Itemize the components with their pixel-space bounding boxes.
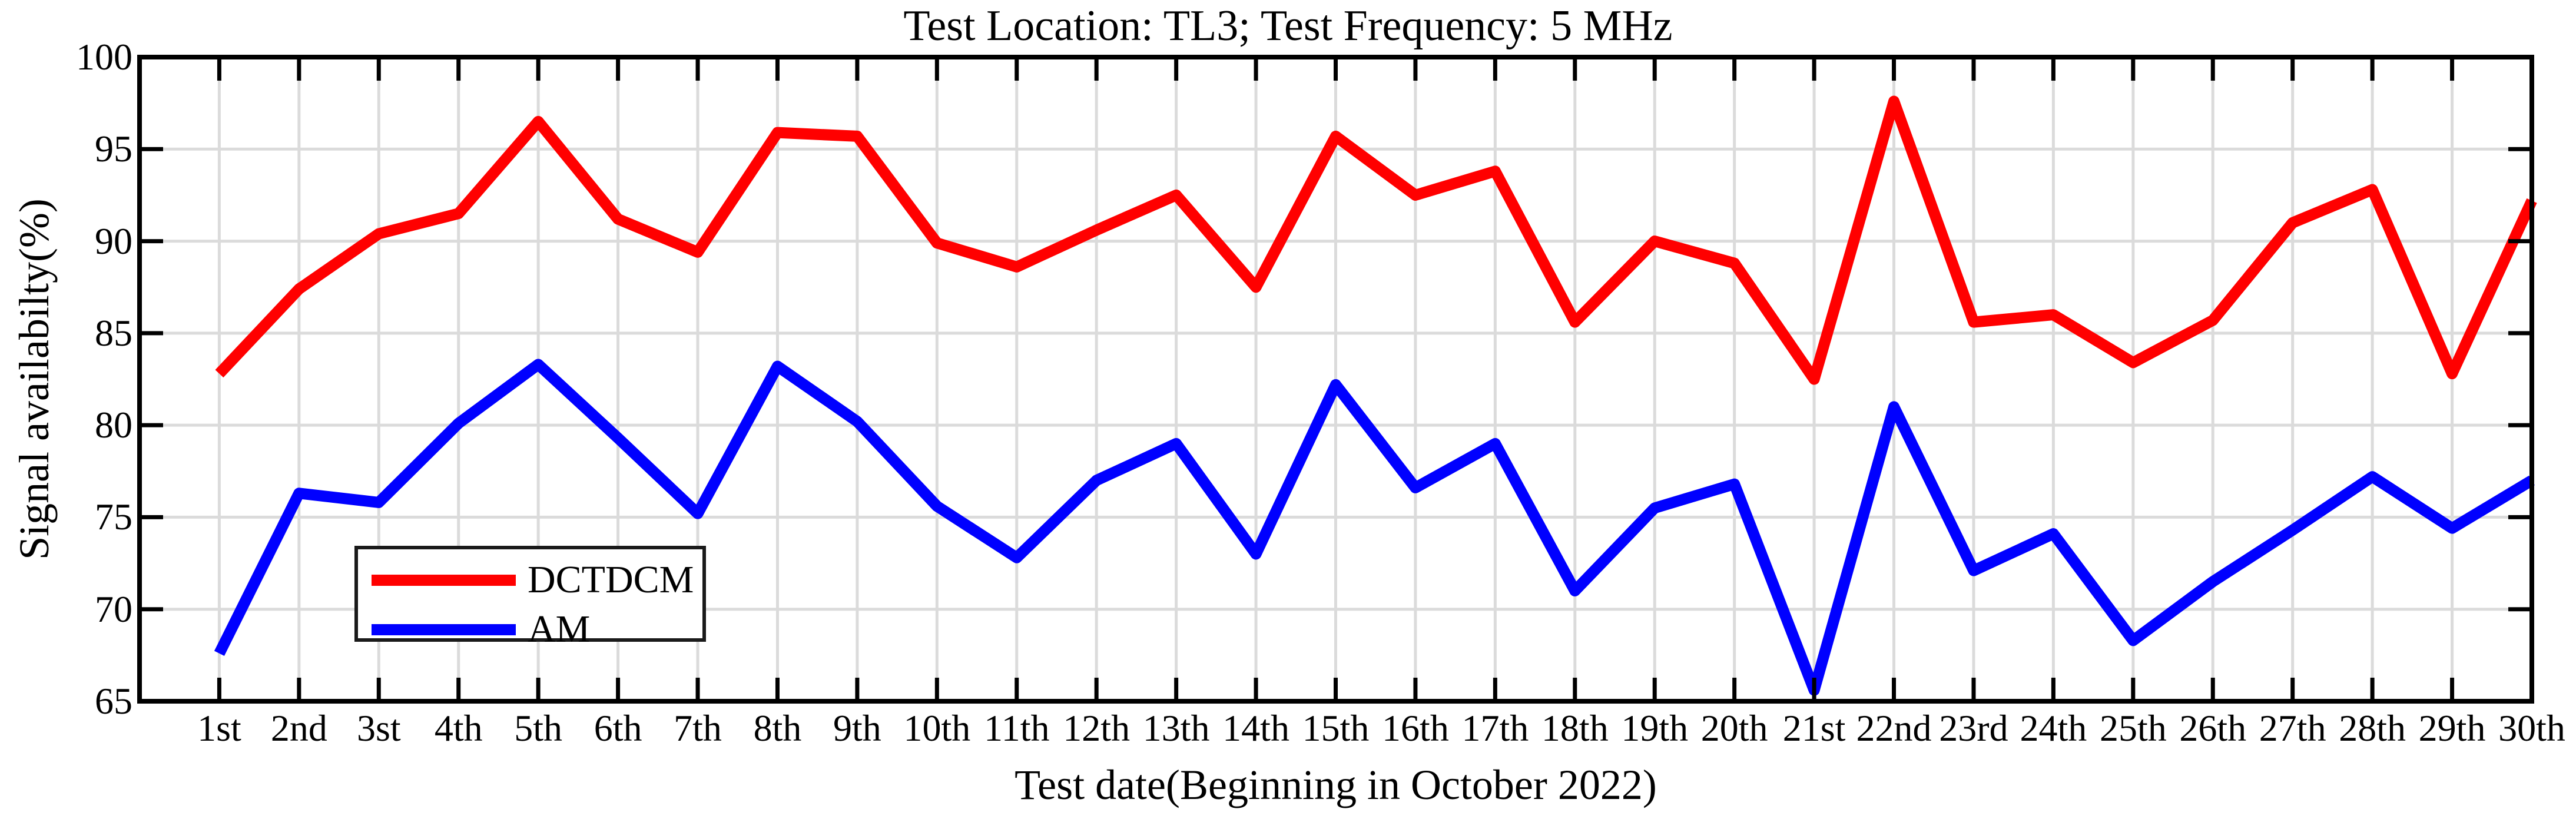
x-tick-label: 16th (1382, 707, 1449, 749)
legend-swatch-dctdcm (372, 575, 516, 586)
x-tick-label: 4th (434, 707, 483, 749)
x-tick-label: 26th (2179, 707, 2247, 749)
y-tick-label: 95 (95, 128, 132, 170)
legend-box: DCTDCM AM (354, 546, 706, 649)
x-tick-label: 13th (1142, 707, 1210, 749)
x-tick-label: 24th (2020, 707, 2087, 749)
y-tick-label: 75 (95, 496, 132, 538)
legend-label-dctdcm: DCTDCM (528, 558, 694, 601)
dctdcm-line (215, 95, 2537, 385)
x-tick-label: 10th (903, 707, 971, 749)
am-line (214, 359, 2535, 696)
y-tick-label: 85 (95, 311, 132, 354)
x-axis-label: Test date(Beginning in October 2022) (1015, 761, 1657, 808)
x-tick-label: 30th (2498, 707, 2565, 749)
legend-label-am: AM (528, 608, 591, 651)
x-tick-label: 23rd (1939, 707, 2008, 749)
x-tick-label: 28th (2339, 707, 2406, 749)
x-tick-label: 15th (1302, 707, 1370, 749)
x-tick-label: 1st (197, 707, 241, 749)
x-tick-label: 18th (1541, 707, 1609, 749)
y-tick-label: 80 (95, 404, 132, 446)
x-tick-label: 17th (1461, 707, 1529, 749)
x-tick-label: 6th (594, 707, 642, 749)
x-tick-label: 27th (2259, 707, 2326, 749)
x-tick-label: 20th (1700, 707, 1768, 749)
data-series (214, 95, 2537, 696)
axes-box-and-ticks (137, 55, 2534, 704)
x-tick-label: 9th (833, 707, 881, 749)
x-tick-label: 11th (984, 707, 1050, 749)
x-tick-label: 3st (356, 707, 401, 749)
x-tick-label: 2nd (270, 707, 327, 749)
x-tick-label: 29th (2418, 707, 2486, 749)
y-tick-label: 90 (95, 220, 132, 262)
x-tick-label: 22nd (1856, 707, 1932, 749)
x-tick-label: 25th (2099, 707, 2167, 749)
x-tick-label: 21st (1782, 707, 1846, 749)
y-tick-label: 65 (95, 680, 132, 722)
x-tick-label: 8th (753, 707, 802, 749)
y-tick-label: 70 (95, 588, 132, 630)
x-tick-label: 14th (1222, 707, 1289, 749)
x-tick-label: 19th (1621, 707, 1689, 749)
x-tick-label: 12th (1063, 707, 1130, 749)
legend-swatch-am (372, 624, 516, 635)
x-tick-label: 7th (674, 707, 722, 749)
y-tick-label: 100 (76, 36, 132, 78)
x-tick-label: 5th (514, 707, 563, 749)
chart-title: Test Location: TL3; Test Frequency: 5 MH… (903, 2, 1673, 50)
